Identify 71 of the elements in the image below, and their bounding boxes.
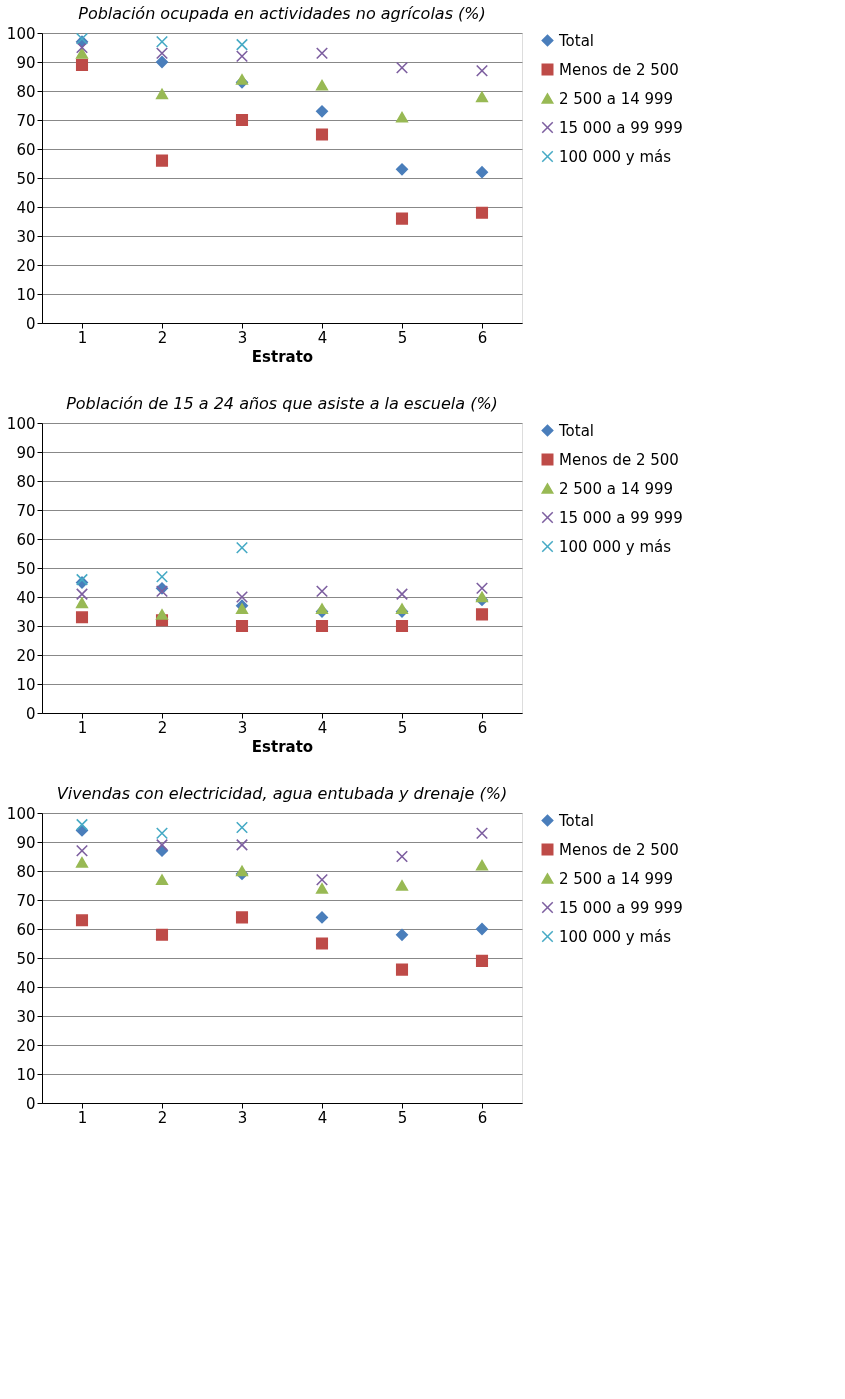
y-tick-label: 40 — [16, 978, 36, 997]
x-tick-label: 6 — [477, 718, 488, 737]
legend-label: 2 500 a 14 999 — [559, 89, 674, 108]
x-axis-title: Estrato — [251, 347, 314, 366]
x-tick-label: 2 — [157, 1108, 168, 1127]
y-tick-label: 30 — [16, 1007, 36, 1026]
legend-label: Menos de 2 500 — [559, 840, 679, 859]
chart-title: Población de 15 a 24 años que asiste a la escuela (%) — [66, 394, 498, 413]
y-tick-label: 30 — [16, 617, 36, 636]
x-tick-label: 4 — [317, 718, 328, 737]
legend-label: 15 000 a 99 999 — [559, 508, 683, 527]
legend-label: 100 000 y más — [559, 537, 672, 556]
legend-label: 100 000 y más — [559, 927, 672, 946]
y-tick-label: 80 — [16, 862, 36, 881]
y-tick-label: 50 — [16, 559, 36, 578]
y-tick-label: 40 — [16, 588, 36, 607]
y-tick-label: 50 — [16, 169, 36, 188]
y-tick-label: 90 — [16, 833, 36, 852]
y-tick-label: 20 — [16, 256, 36, 275]
legend-label: 100 000 y más — [559, 147, 672, 166]
x-tick-label: 1 — [77, 1108, 88, 1127]
chart-title: Vivendas con electricidad, agua entubada y drenaje (%) — [56, 784, 508, 803]
x-tick-label: 3 — [237, 718, 248, 737]
x-tick-label: 5 — [397, 1108, 408, 1127]
legend-label: 15 000 a 99 999 — [559, 898, 683, 917]
y-tick-label: 70 — [16, 501, 36, 520]
x-tick-label: 4 — [317, 328, 328, 347]
legend-label: 2 500 a 14 999 — [559, 869, 674, 888]
y-tick-label: 30 — [16, 227, 36, 246]
y-tick-label: 100 — [6, 414, 36, 433]
y-tick-label: 80 — [16, 82, 36, 101]
y-tick-label: 100 — [6, 804, 36, 823]
x-tick-label: 3 — [237, 328, 248, 347]
y-tick-label: 80 — [16, 472, 36, 491]
x-tick-label: 1 — [77, 718, 88, 737]
legend-label: 15 000 a 99 999 — [559, 118, 683, 137]
x-tick-label: 1 — [77, 328, 88, 347]
y-tick-label: 60 — [16, 140, 36, 159]
y-tick-label: 70 — [16, 111, 36, 130]
y-tick-label: 50 — [16, 949, 36, 968]
y-tick-label: 20 — [16, 1036, 36, 1055]
x-tick-label: 2 — [157, 718, 168, 737]
legend-label: Menos de 2 500 — [559, 450, 679, 469]
x-axis-title: Estrato — [251, 737, 314, 756]
y-tick-label: 60 — [16, 920, 36, 939]
y-tick-label: 60 — [16, 530, 36, 549]
x-tick-label: 3 — [237, 1108, 248, 1127]
x-tick-label: 2 — [157, 328, 168, 347]
legend-label: Menos de 2 500 — [559, 60, 679, 79]
y-tick-label: 0 — [25, 704, 36, 723]
legend-label: Total — [558, 421, 595, 440]
y-tick-label: 10 — [16, 675, 36, 694]
y-tick-label: 70 — [16, 891, 36, 910]
chart-title: Población ocupada en actividades no agrícolas (%) — [78, 4, 486, 23]
x-tick-label: 6 — [477, 1108, 488, 1127]
y-tick-label: 90 — [16, 53, 36, 72]
legend-label: 2 500 a 14 999 — [559, 479, 674, 498]
y-tick-label: 40 — [16, 198, 36, 217]
y-tick-label: 0 — [25, 314, 36, 333]
legend-label: Total — [558, 811, 595, 830]
legend-label: Total — [558, 31, 595, 50]
y-tick-label: 10 — [16, 285, 36, 304]
x-tick-label: 6 — [477, 328, 488, 347]
y-tick-label: 10 — [16, 1065, 36, 1084]
x-tick-label: 5 — [397, 718, 408, 737]
y-tick-label: 0 — [25, 1094, 36, 1113]
x-tick-label: 4 — [317, 1108, 328, 1127]
y-tick-label: 100 — [6, 24, 36, 43]
x-tick-label: 5 — [397, 328, 408, 347]
y-tick-label: 20 — [16, 646, 36, 665]
y-tick-label: 90 — [16, 443, 36, 462]
